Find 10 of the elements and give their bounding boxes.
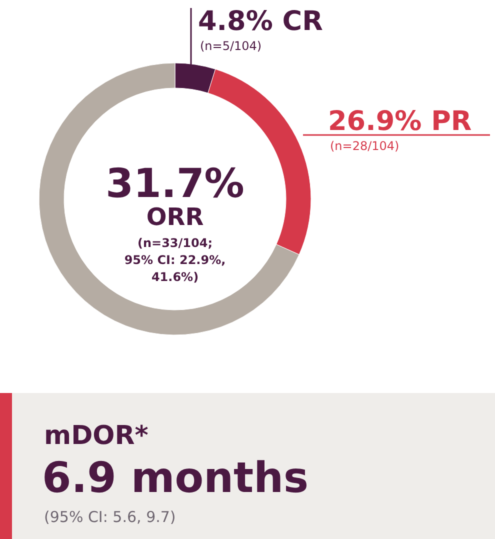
slice-label: 4.8% CR <box>198 6 324 37</box>
text: (n=33/104; <box>137 236 213 250</box>
text: 95% CI: 22.9%, <box>124 253 226 267</box>
text: (95% CI: 5.6, 9.7) <box>44 508 176 526</box>
text: (n=28/104) <box>330 139 400 153</box>
slice-label: 26.9% PR <box>328 106 472 137</box>
text: 6.9 months <box>42 453 309 502</box>
text: 41.6%) <box>151 270 199 284</box>
text: (n=5/104) <box>200 39 262 53</box>
text: mDOR* <box>44 421 149 451</box>
